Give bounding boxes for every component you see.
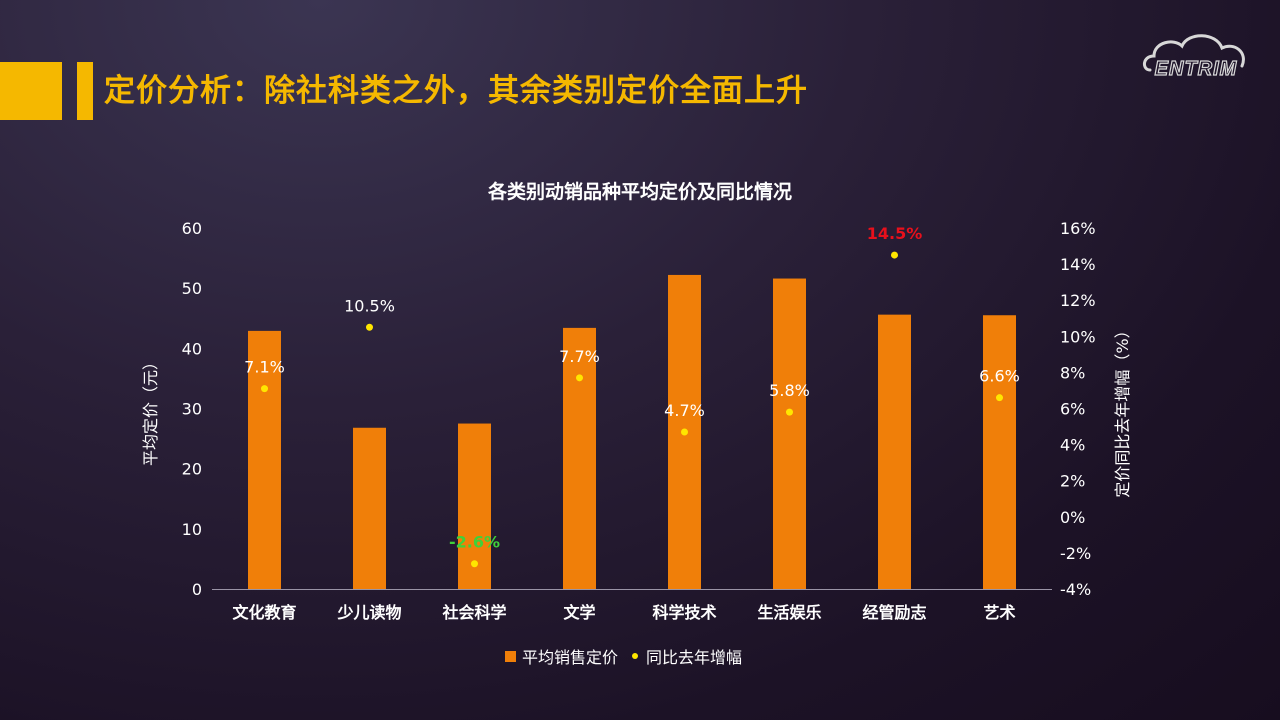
y2-tick-7: 10% [1060,327,1096,346]
bar-6 [878,314,911,589]
growth-label-1: 10.5% [344,296,395,315]
category-label-5: 生活娱乐 [757,603,821,622]
y2-tick-1: -2% [1060,544,1091,563]
y2-tick-2: 0% [1060,508,1085,527]
bar-7 [983,315,1016,589]
growth-label-4: 4.7% [664,401,705,420]
category-label-1: 少儿读物 [336,603,401,622]
category-label-3: 文学 [563,603,595,622]
growth-dot-0 [261,385,268,393]
cloud-icon: ENTRIM [1143,34,1245,81]
y2-tick-6: 8% [1060,363,1085,382]
growth-dot-3 [576,374,583,382]
bar-3 [563,327,596,589]
chart-legend: 平均销售定价 同比去年增幅 [505,644,742,668]
title-accent-bar [77,62,93,120]
y2-tick-8: 12% [1060,291,1096,310]
y2-tick-0: -4% [1060,580,1091,599]
y-tick-1: 10 [182,520,202,539]
legend-bar-label: 平均销售定价 [522,648,619,667]
y-axis-label: 平均定价（元） [141,354,160,466]
legend-dot-label: 同比去年增幅 [646,648,743,667]
bar-0 [248,330,281,589]
growth-dot-4 [681,428,688,436]
growth-label-5: 5.8% [769,381,810,400]
bar-1 [353,427,386,589]
y2-tick-10: 16% [1060,219,1096,238]
logo-text: ENTRIM [1155,58,1238,80]
y-tick-4: 40 [182,339,202,358]
y2-tick-9: 14% [1060,255,1096,274]
growth-dot-1 [366,323,373,331]
y2-axis-label: 定价同比去年增幅（%） [1113,322,1132,497]
growth-dot-7 [996,394,1003,402]
bar-5 [773,278,806,589]
category-label-6: 经管励志 [862,603,926,622]
growth-label-3: 7.7% [559,347,600,366]
y-tick-5: 50 [182,279,202,298]
growth-dot-6 [891,251,898,259]
y2-tick-4: 4% [1060,436,1085,455]
growth-dot-2 [471,560,478,568]
growth-dot-5 [786,408,793,416]
legend-dot-swatch [632,653,639,659]
y-tick-3: 30 [182,400,202,419]
growth-label-6: 14.5% [867,224,923,243]
growth-label-2: -2.6% [449,533,500,552]
growth-label-7: 6.6% [979,367,1020,386]
category-label-2: 社会科学 [441,603,506,622]
chart-title: 各类别动销品种平均定价及同比情况 [487,180,792,203]
category-label-0: 文化教育 [232,603,296,622]
title-accent-block [0,62,62,120]
page-title: 定价分析：除社科类之外，其余类别定价全面上升 [104,73,808,109]
y2-tick-3: 2% [1060,472,1085,491]
y-tick-2: 20 [182,460,202,479]
category-label-7: 艺术 [983,603,1015,622]
y-tick-6: 60 [182,219,202,238]
y-tick-0: 0 [192,580,202,599]
y2-tick-5: 6% [1060,400,1085,419]
legend-bar-swatch [505,650,516,662]
growth-label-0: 7.1% [244,358,285,377]
category-label-4: 科学技术 [652,603,716,622]
